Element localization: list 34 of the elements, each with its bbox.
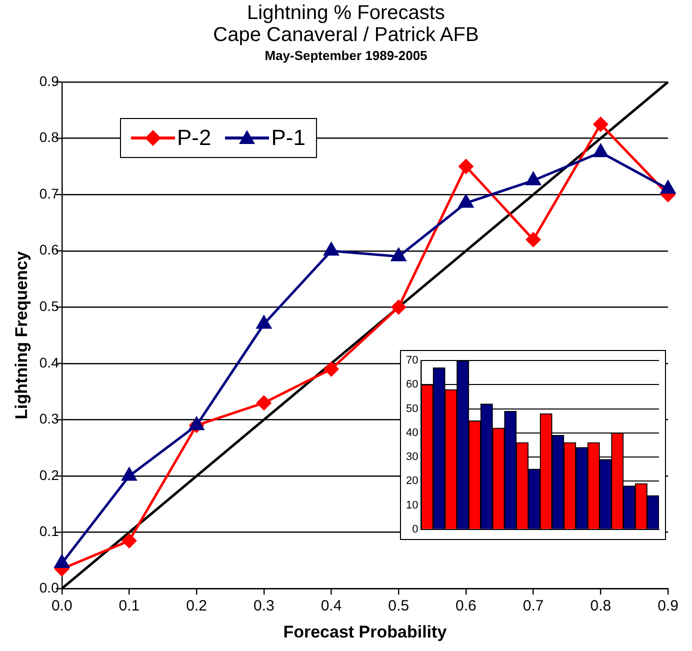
y-tick-label: 0.3: [39, 410, 60, 427]
y-tick-label: 50: [406, 402, 418, 415]
x-tick-label: 0.0: [51, 598, 72, 615]
y-tick-label: 0.0: [39, 579, 60, 596]
y-tick-label: 0: [412, 523, 418, 536]
y-tick-label: 0.5: [39, 298, 60, 314]
legend-label: P-2: [177, 125, 212, 151]
x-tick-label: 0.2: [186, 598, 207, 615]
x-tick-label: 0.7: [522, 598, 544, 615]
y-tick-label: 10: [406, 499, 418, 512]
y-tick-label: 30: [406, 451, 418, 464]
chart-subtitle: Cape Canaveral / Patrick AFB: [212, 24, 480, 47]
y-tick-label: 60: [406, 378, 418, 391]
x-tick-label: 0.8: [590, 598, 612, 615]
y-tick-label: 0.4: [39, 354, 60, 370]
x-tick-label: 0.6: [456, 598, 476, 615]
x-tick-label: 0.9: [658, 598, 678, 615]
y-tick-label: 0.6: [39, 242, 60, 258]
y-tick-label: 0.2: [39, 466, 60, 483]
y-tick-label: 20: [406, 475, 418, 488]
y-tick-label: 0.9: [39, 72, 60, 89]
x-axis-title: Forecast Probability: [283, 622, 448, 642]
x-tick-label: 0.1: [118, 598, 140, 615]
x-tick-label: 0.3: [253, 598, 274, 615]
y-axis-title: Lightning Frequency: [12, 250, 31, 420]
chart-title: Lightning % Forecasts: [246, 2, 446, 25]
text: May-September 1989-2005: [264, 48, 428, 63]
y-tick-label: 0.7: [39, 185, 60, 202]
legend-label: P-1: [271, 125, 306, 151]
y-tick-label: 70: [406, 354, 418, 367]
x-tick-label: 0.4: [320, 598, 342, 615]
y-tick-label: 0.1: [39, 523, 60, 540]
y-tick-label: 40: [406, 426, 418, 439]
y-tick-label: 0.8: [39, 129, 60, 146]
